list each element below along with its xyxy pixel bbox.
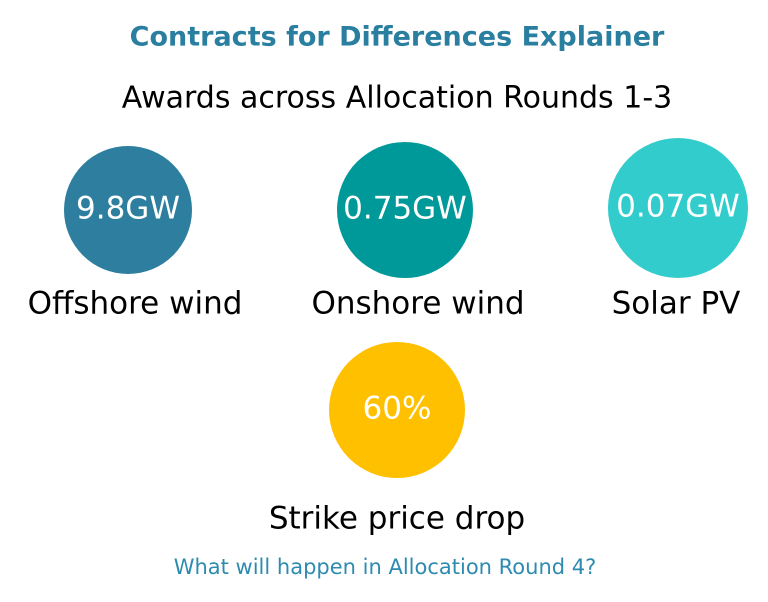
stat-circle <box>337 142 473 278</box>
stat-label: Strike price drop <box>269 501 525 537</box>
stat-value: 0.07GW <box>616 189 740 225</box>
stat-label: Offshore wind <box>28 286 243 322</box>
stat-circle <box>64 146 192 274</box>
stat-value: 60% <box>363 391 432 427</box>
stat-circle <box>329 342 465 478</box>
stat-value: 9.8GW <box>76 191 180 227</box>
stat-value: 0.75GW <box>343 191 467 227</box>
stat-label: Solar PV <box>612 286 741 322</box>
stat-label: Onshore wind <box>311 286 524 322</box>
stat-circle <box>608 138 748 278</box>
subtitle: Awards across Allocation Rounds 1-3 <box>122 81 672 116</box>
title: Contracts for Differences Explainer <box>130 22 665 53</box>
footer-question: What will happen in Allocation Round 4? <box>174 555 597 579</box>
